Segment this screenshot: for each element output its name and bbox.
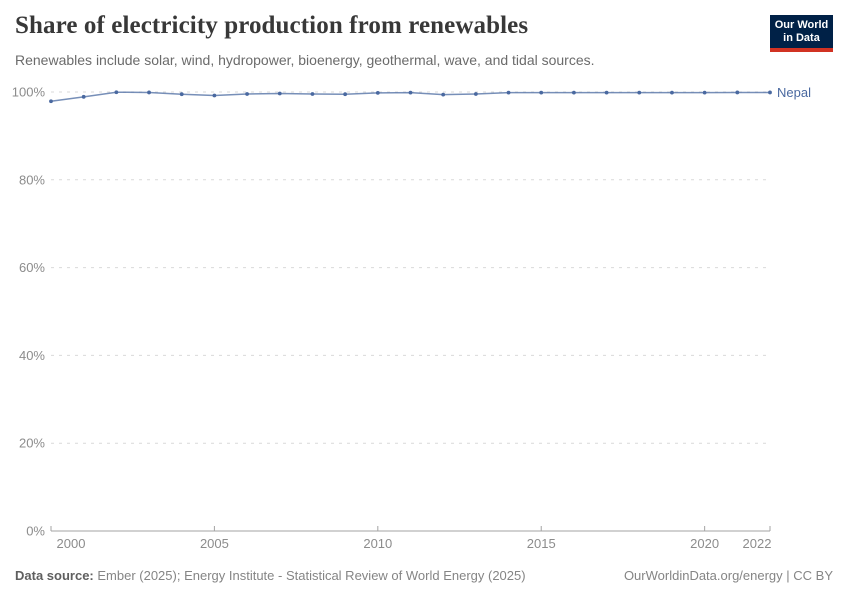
y-tick-label: 0% — [26, 524, 45, 539]
data-point-marker — [735, 90, 740, 95]
data-point-marker — [637, 90, 642, 95]
data-point-marker — [81, 94, 86, 99]
x-tick-label: 2005 — [200, 536, 229, 551]
owid-logo-line2: in Data — [783, 32, 820, 44]
data-point-marker — [441, 92, 446, 97]
page-title: Share of electricity production from ren… — [15, 12, 529, 39]
chart-subtitle: Renewables include solar, wind, hydropow… — [15, 52, 595, 68]
data-point-marker — [506, 90, 511, 95]
data-point-marker — [604, 90, 609, 95]
owid-logo: Our World in Data — [770, 15, 833, 52]
owid-logo-line1: Our World — [774, 19, 829, 31]
x-tick-label: 2015 — [527, 536, 556, 551]
y-tick-label: 100% — [12, 85, 46, 100]
data-point-marker — [473, 92, 478, 96]
x-tick-label: 2000 — [57, 536, 86, 551]
data-source: Data source: Ember (2025); Energy Instit… — [15, 568, 526, 583]
data-source-label: Data source: — [15, 568, 94, 583]
x-tick-label: 2010 — [363, 536, 392, 551]
x-tick-label: 2020 — [690, 536, 719, 551]
series-label: Nepal — [777, 85, 811, 100]
data-source-text: Ember (2025); Energy Institute - Statist… — [93, 568, 526, 583]
data-point-marker — [179, 92, 184, 97]
y-tick-label: 60% — [19, 260, 45, 275]
x-tick-label: 2022 — [743, 536, 772, 551]
data-point-marker — [375, 90, 380, 95]
data-point-marker — [212, 93, 217, 98]
data-point-marker — [49, 99, 53, 104]
data-point-marker — [277, 91, 282, 96]
data-point-marker — [147, 90, 151, 95]
data-point-marker — [670, 90, 674, 95]
data-point-marker — [702, 90, 707, 95]
data-point-marker — [310, 92, 315, 96]
data-point-marker — [768, 90, 772, 95]
data-point-marker — [572, 90, 576, 95]
y-tick-label: 80% — [19, 172, 45, 187]
data-point-marker — [539, 90, 544, 95]
data-point-marker — [408, 90, 413, 95]
data-point-marker — [343, 92, 348, 97]
data-point-marker — [245, 92, 249, 96]
license-note: OurWorldinData.org/energy | CC BY — [623, 568, 833, 583]
y-tick-label: 20% — [19, 436, 45, 451]
data-point-marker — [114, 90, 119, 95]
y-tick-label: 40% — [19, 348, 45, 363]
